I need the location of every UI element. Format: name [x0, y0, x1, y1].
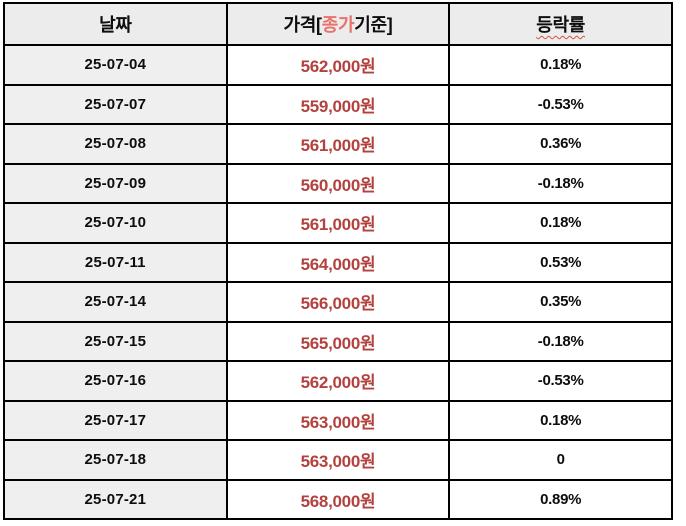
table-row: 25-07-08 561,000원 0.36% [3, 123, 673, 165]
table-row: 25-07-10 561,000원 0.18% [3, 202, 673, 244]
price-cell: 563,000원 [225, 399, 451, 441]
header-price-prefix: 가격[ [283, 15, 323, 35]
price-cell: 565,000원 [225, 320, 451, 362]
date-cell: 25-07-11 [3, 241, 228, 283]
price-cell: 566,000원 [225, 281, 451, 323]
date-cell: 25-07-18 [3, 439, 228, 481]
table-row: 25-07-17 563,000원 0.18% [3, 399, 673, 441]
price-cell: 564,000원 [225, 241, 451, 283]
change-cell: 0.36% [448, 123, 673, 165]
date-cell: 25-07-17 [3, 399, 228, 441]
table-row: 25-07-15 565,000원 -0.18% [3, 320, 673, 362]
change-cell: 0 [448, 439, 673, 481]
table-row: 25-07-16 562,000원 -0.53% [3, 360, 673, 402]
change-cell: 0.18% [448, 202, 673, 244]
change-cell: 0.53% [448, 241, 673, 283]
header-price-suffix: 기준] [354, 15, 393, 35]
change-cell: 0.18% [448, 399, 673, 441]
header-change-label: 등락률 [536, 15, 586, 35]
price-cell: 563,000원 [225, 439, 451, 481]
date-cell: 25-07-15 [3, 320, 228, 362]
header-date-label: 날짜 [99, 15, 132, 35]
date-cell: 25-07-16 [3, 360, 228, 402]
table-row: 25-07-07 559,000원 -0.53% [3, 83, 673, 125]
price-cell: 561,000원 [225, 123, 451, 165]
price-cell: 560,000원 [225, 162, 451, 204]
table-row: 25-07-18 563,000원 0 [3, 439, 673, 481]
date-cell: 25-07-09 [3, 162, 228, 204]
stock-price-table: 날짜 가격[종가기준] 등락률 25-07-04 562,000원 0.18% … [3, 2, 673, 520]
price-cell: 562,000원 [225, 44, 451, 86]
date-cell: 25-07-21 [3, 478, 228, 520]
table-row: 25-07-11 564,000원 0.53% [3, 241, 673, 283]
table-row: 25-07-21 568,000원 0.89% [3, 478, 673, 520]
change-cell: -0.53% [448, 360, 673, 402]
date-cell: 25-07-14 [3, 281, 228, 323]
date-cell: 25-07-10 [3, 202, 228, 244]
date-cell: 25-07-07 [3, 83, 228, 125]
change-cell: -0.18% [448, 162, 673, 204]
change-cell: 0.35% [448, 281, 673, 323]
price-cell: 559,000원 [225, 83, 451, 125]
change-cell: 0.89% [448, 478, 673, 520]
table-row: 25-07-09 560,000원 -0.18% [3, 162, 673, 204]
date-cell: 25-07-08 [3, 123, 228, 165]
date-cell: 25-07-04 [3, 44, 228, 86]
table-row: 25-07-04 562,000원 0.18% [3, 44, 673, 86]
header-price: 가격[종가기준] [225, 2, 451, 46]
header-change: 등락률 [448, 2, 673, 46]
table-row: 25-07-14 566,000원 0.35% [3, 281, 673, 323]
price-cell: 561,000원 [225, 202, 451, 244]
change-cell: 0.18% [448, 44, 673, 86]
change-cell: -0.53% [448, 83, 673, 125]
price-cell: 568,000원 [225, 478, 451, 520]
change-cell: -0.18% [448, 320, 673, 362]
header-row: 날짜 가격[종가기준] 등락률 [3, 2, 673, 46]
header-date: 날짜 [3, 2, 228, 46]
header-price-highlight: 종가 [321, 15, 355, 35]
price-cell: 562,000원 [225, 360, 451, 402]
